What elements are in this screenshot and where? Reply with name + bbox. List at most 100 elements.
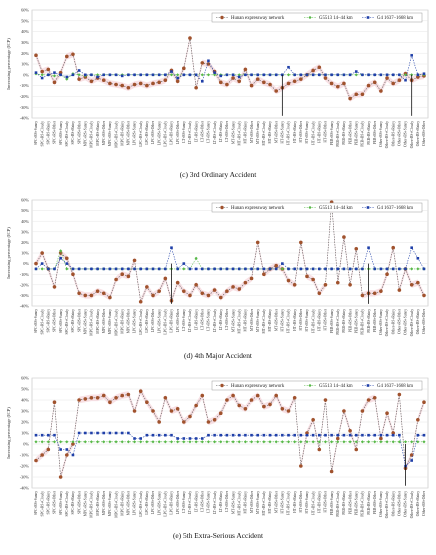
g5513-point <box>169 73 174 77</box>
x-tick-label: PEB+RS+Cloudy <box>336 309 340 335</box>
g4-point <box>379 433 383 437</box>
g4-point <box>330 73 333 77</box>
g4-point <box>231 267 235 271</box>
g4-point <box>127 431 130 435</box>
g4-point <box>311 267 315 271</box>
hunan-point <box>89 396 94 400</box>
g4-point <box>361 267 364 271</box>
x-tick-label: LPC+RS+Cloudy <box>139 491 143 517</box>
hunan-point <box>132 258 137 263</box>
x-tick-label: LPC+RS+Sunny <box>133 309 137 333</box>
g4-point <box>145 267 149 271</box>
g5513-point <box>268 440 272 444</box>
x-tick-label: SPC+RS+Rainy <box>47 309 51 333</box>
g5513-point <box>40 440 44 444</box>
x-tick-label: MT+BS+Cloudy <box>262 491 266 516</box>
g4-point <box>188 73 192 77</box>
hunan-point <box>34 261 38 266</box>
y-tick-label: -40% <box>20 304 30 309</box>
hunan-point <box>40 69 44 74</box>
x-tick-label: LT+RS+Other <box>200 308 204 329</box>
x-tick-label: MPC+RS+Other <box>102 120 106 145</box>
legend-box <box>211 202 423 213</box>
g5513-point <box>95 440 100 444</box>
g5513-point <box>95 73 100 77</box>
x-tick-label: HT+BS+Sunny <box>305 121 309 144</box>
hunan-point <box>231 285 235 289</box>
g5513-point <box>323 440 328 444</box>
g5513-point <box>200 73 204 77</box>
x-tick-label: LPC+BS+Cloudy <box>164 309 168 335</box>
hunan-point <box>52 80 57 85</box>
g4-point <box>157 267 161 271</box>
g5513-point <box>102 440 106 444</box>
hunan-point <box>120 83 125 88</box>
x-tick-label: MPC+BS+Other <box>127 120 131 145</box>
x-tick-label: Other+BS+Rainy <box>416 491 420 516</box>
hunan-point <box>120 393 125 398</box>
hunan-point <box>151 409 155 413</box>
x-tick-label: LT+RS+Sunny <box>182 121 186 143</box>
hunan-point <box>200 291 205 296</box>
hunan-point <box>379 289 383 293</box>
g5513-point <box>83 440 87 444</box>
g4-point <box>391 267 395 271</box>
g4-point <box>170 246 173 249</box>
g4-point <box>182 73 186 77</box>
y-tick-label: 20% <box>21 240 29 245</box>
x-tick-label: Other+RS+Rainy <box>391 121 395 146</box>
x-tick-label: LPC+RS+Other <box>151 308 155 332</box>
y-tick-label: 10% <box>21 251 29 256</box>
g5513-point <box>286 73 291 77</box>
g4-point <box>225 73 229 77</box>
x-tick-label: LT+RS+Sunny <box>182 491 186 513</box>
x-tick-label: PEB+BS+Sunny <box>354 491 358 515</box>
hunan-point <box>225 398 229 402</box>
y-tick-label: 40% <box>21 29 29 34</box>
g5513-point <box>200 440 204 444</box>
hunan-point <box>372 291 377 296</box>
x-tick-label: MPC+RS+Cloudy <box>90 491 94 518</box>
g4-point <box>108 73 112 77</box>
hunan-point <box>354 92 359 97</box>
series-line <box>36 249 424 270</box>
g4-point <box>34 267 38 271</box>
x-tick-label: LT+BS+Cloudy <box>213 491 217 514</box>
g4-point <box>231 433 235 437</box>
y-tick-label: -10% <box>20 83 30 88</box>
hunan-point <box>249 398 254 402</box>
x-tick-label: MPC+BS+Rainy <box>120 491 124 516</box>
g5513-point <box>163 440 167 444</box>
x-tick-label: PEB+RS+Sunny <box>330 121 334 145</box>
legend-marker <box>220 205 224 210</box>
g4-point <box>318 73 321 77</box>
g4-point <box>83 267 87 271</box>
g5513-point <box>403 440 408 444</box>
legend-label: G5513 14–44 km <box>319 16 353 21</box>
y-tick-label: 50% <box>21 387 29 392</box>
hunan-point <box>323 398 328 402</box>
hunan-point <box>182 420 186 424</box>
g4-point <box>299 433 303 437</box>
g4-point <box>354 433 358 437</box>
g4-point <box>213 71 216 74</box>
g4-point <box>318 267 321 271</box>
x-tick-label: LT+BS+Cloudy <box>213 309 217 332</box>
g4-point <box>225 267 229 271</box>
hunan-point <box>274 393 278 398</box>
x-tick-label: Other+BS+Cloudy <box>410 309 414 336</box>
y-tick-label: -20% <box>20 282 30 287</box>
hunan-point <box>77 291 81 296</box>
x-tick-label: SPC+BS+Other <box>77 120 81 144</box>
g4-point <box>361 433 364 437</box>
x-tick-label: LT+RS+Other <box>200 490 204 511</box>
g4-point <box>293 73 296 77</box>
x-tick-label: Other+RS+Rainy <box>391 309 395 334</box>
x-tick-label: MT+BS+Other <box>274 490 278 513</box>
g4-point <box>127 267 130 271</box>
g5513-point <box>280 440 284 444</box>
x-tick-label: LPC+RS+Rainy <box>145 491 149 515</box>
x-tick-label: HT+BS+Rainy <box>318 121 322 143</box>
g4-point <box>385 433 389 437</box>
